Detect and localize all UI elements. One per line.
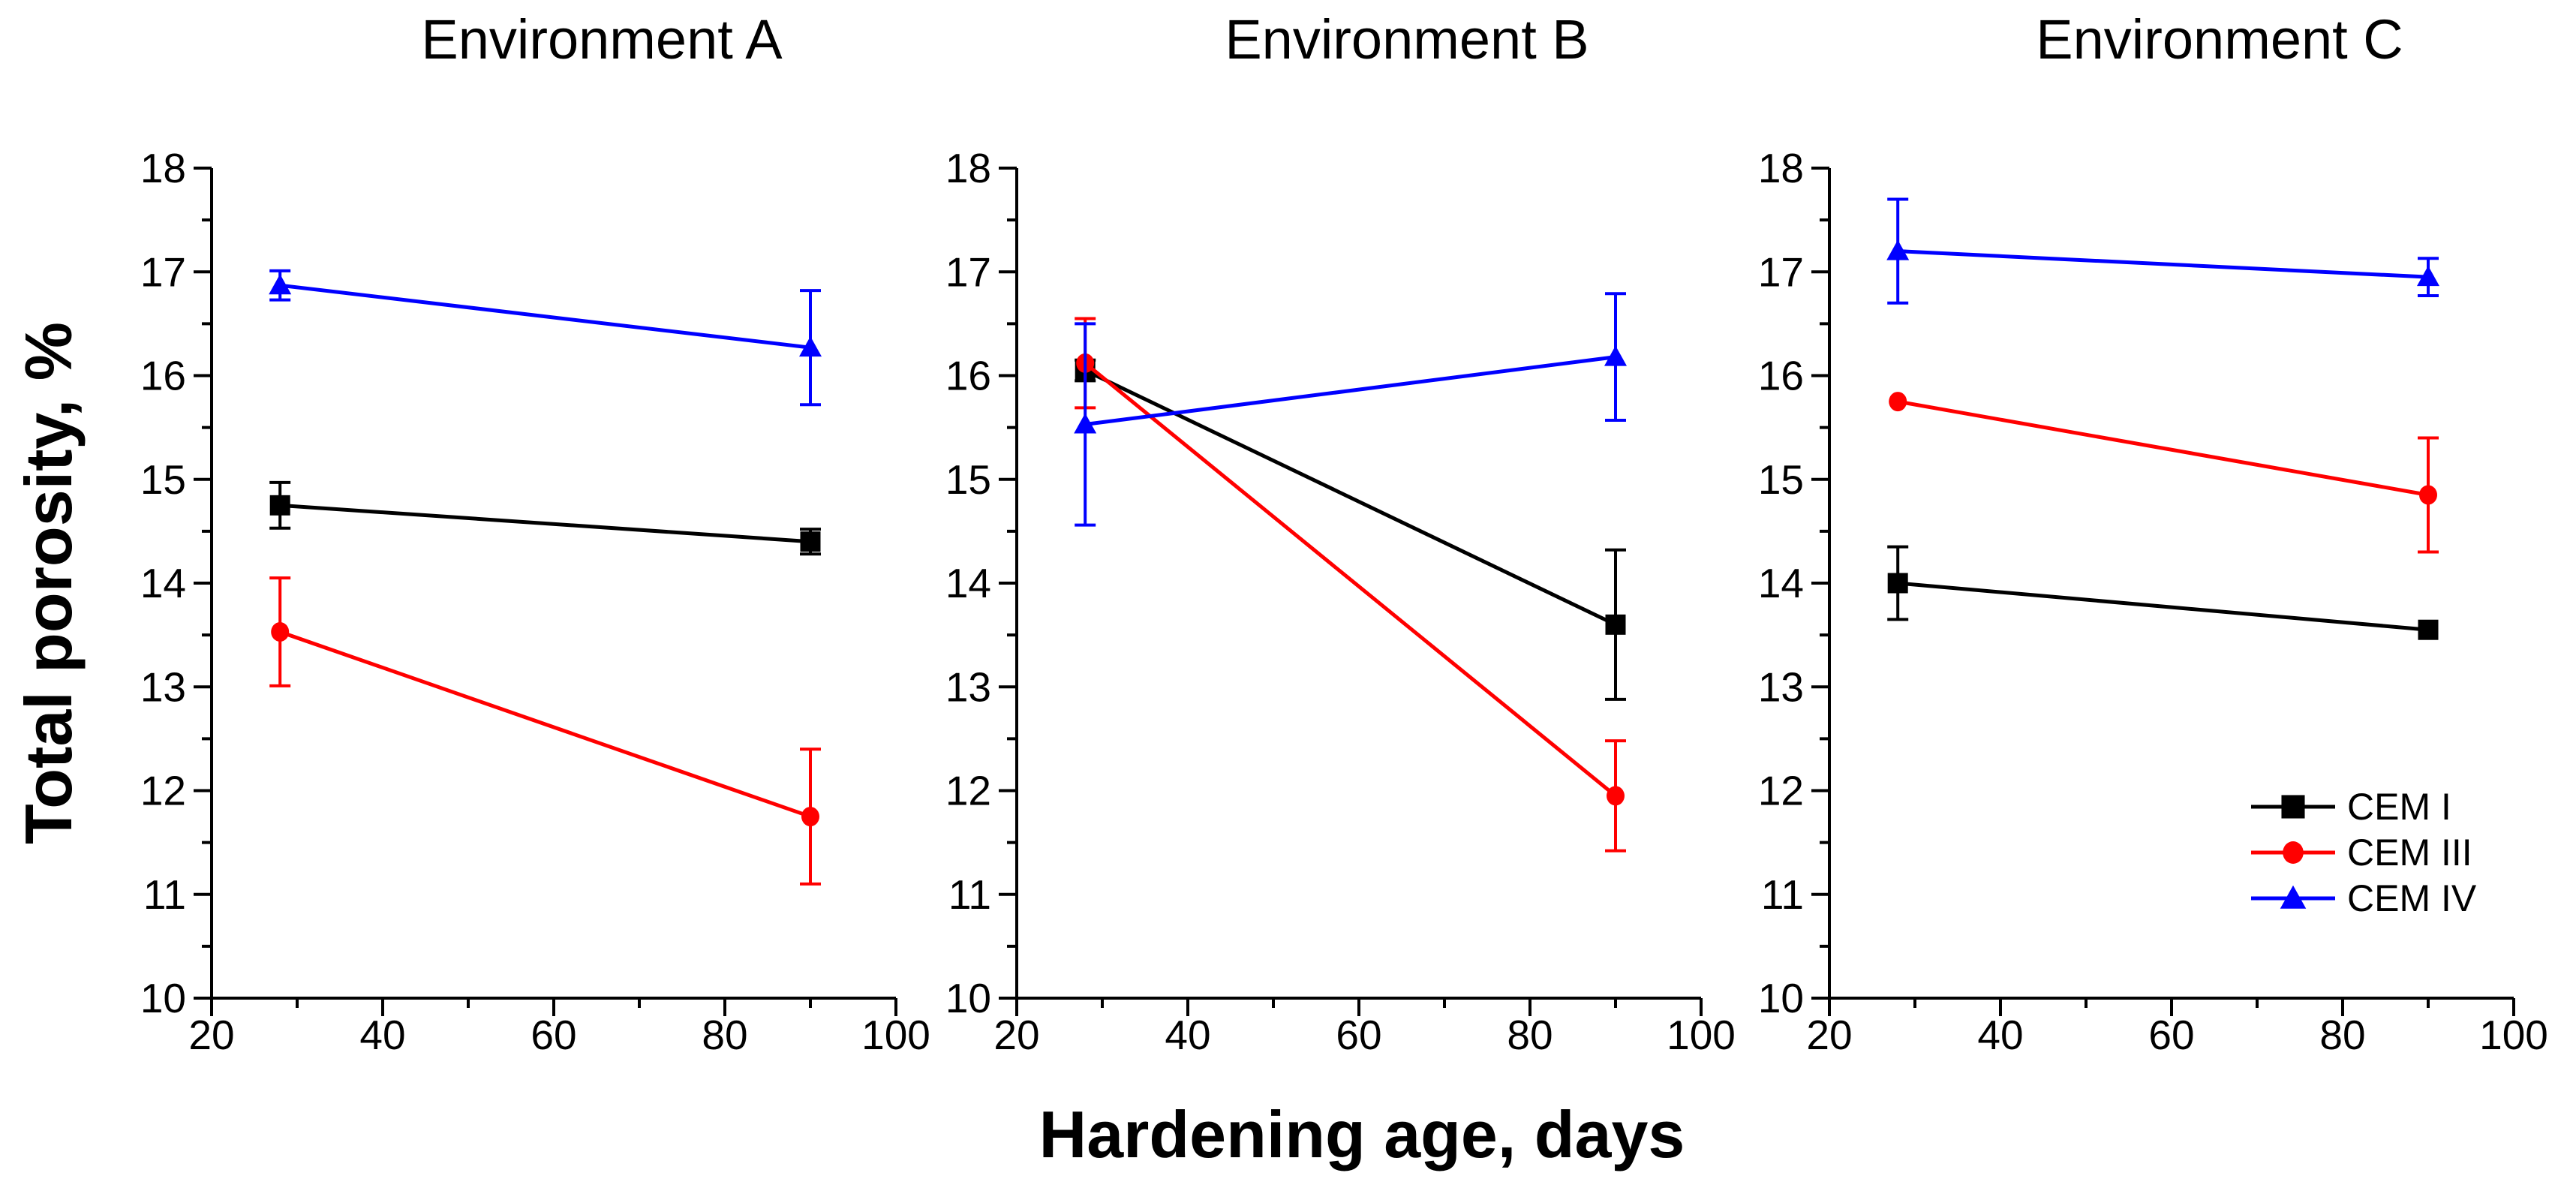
x-tick-label: 80 [1507,1012,1553,1058]
marker-circle [2419,485,2437,505]
x-axis-label: Hardening age, days [1039,1097,1685,1171]
panel-title: Environment C [2036,8,2403,71]
y-tick-label: 14 [945,560,991,606]
marker-circle [1889,392,1907,412]
marker-circle [271,621,290,642]
x-tick-label: 20 [188,1012,234,1058]
legend-marker-triangle [2280,885,2307,909]
legend-label: CEM III [2347,832,2472,874]
series-line [1084,368,1617,627]
panel-title: Environment B [1225,8,1589,71]
y-axis-label: Total porosity, % [11,322,86,844]
series-cem-i [1887,545,2439,640]
y-tick-label: 18 [140,145,186,191]
marker-square [1887,573,1908,594]
marker-triangle [799,336,822,357]
panel-environment-b: Environment B 10 11 12 13 14 15 16 17 18 20 40 60 80 1… [945,8,1736,1058]
series-line [1084,361,1617,798]
series-cem-iii [269,576,821,886]
series-line [279,283,811,350]
series-line [1897,399,2429,497]
x-tick-label: 60 [531,1012,576,1058]
marker-circle [1607,786,1625,806]
panel-environment-c: Environment C 10 11 12 13 14 15 16 17 18 20 40 60 80 1… [1758,8,2548,1058]
marker-triangle [2417,266,2439,287]
y-tick-label: 11 [948,871,991,918]
y-tick-label: 10 [945,975,991,1021]
series-cem-iii [1889,392,2439,554]
y-tick-label: 16 [945,353,991,399]
legend-entry-cem-i: CEM I [2251,786,2451,828]
marker-circle [801,807,819,827]
y-tick-label: 11 [1761,871,1804,918]
legend-label: CEM IV [2347,877,2477,919]
series-line [1897,581,2429,632]
x-tick-label: 80 [702,1012,747,1058]
y-tick-label: 10 [1758,975,1804,1021]
panel-environment-a: Environment A 10 11 12 13 14 15 16 17 18 20 40 60 80 1… [140,8,930,1058]
x-tick-label: 80 [2319,1012,2365,1058]
y-tick-label: 15 [945,456,991,503]
x-tick-label: 20 [993,1012,1039,1058]
x-tick-label: 100 [2479,1012,2548,1058]
series-line [1898,249,2429,279]
y-tick-label: 14 [1758,560,1804,606]
marker-square [800,531,821,552]
legend-marker-square [2281,795,2305,819]
x-tick-label: 40 [359,1012,405,1058]
y-tick-label: 16 [1758,353,1804,399]
x-tick-label: 40 [1977,1012,2023,1058]
marker-triangle [269,274,292,295]
y-tick-label: 15 [140,456,186,503]
marker-triangle [1074,413,1097,434]
series-line [1084,355,1616,426]
legend-entry-cem-iv: CEM IV [2251,877,2477,919]
series-line [279,630,811,819]
series-cem-i [269,480,821,556]
marker-square [2418,619,2439,640]
series-cem-i [1075,358,1626,701]
x-tick-label: 40 [1165,1012,1210,1058]
y-tick-label: 16 [140,353,186,399]
y-tick-label: 12 [945,768,991,814]
y-tick-label: 12 [1758,768,1804,814]
series-cem-iii [1075,317,1626,853]
series-cem-iv [1886,197,2439,305]
y-tick-label: 17 [1758,248,1804,295]
y-tick-label: 13 [140,663,186,710]
x-tick-label: 60 [2148,1012,2194,1058]
y-tick-label: 18 [945,145,991,191]
marker-square [1605,614,1626,635]
legend-label: CEM I [2347,786,2451,828]
y-tick-label: 10 [140,975,186,1021]
x-tick-label: 60 [1336,1012,1381,1058]
panel-title: Environment A [421,8,783,71]
y-tick-label: 13 [945,663,991,710]
legend-entry-cem-iii: CEM III [2251,832,2472,874]
legend-marker-circle [2283,841,2304,864]
x-tick-label: 100 [861,1012,930,1058]
y-tick-label: 13 [1758,663,1804,710]
y-tick-label: 11 [143,871,186,918]
x-tick-label: 100 [1667,1012,1736,1058]
marker-triangle [1886,239,1910,260]
marker-square [269,495,290,516]
marker-triangle [1604,345,1627,366]
y-tick-label: 18 [1758,145,1804,191]
y-tick-label: 17 [140,248,186,295]
y-tick-label: 12 [140,768,186,814]
series-cem-iv [1074,292,1627,527]
y-tick-label: 14 [140,560,186,606]
y-tick-label: 17 [945,248,991,295]
x-tick-label: 20 [1806,1012,1852,1058]
series-line [280,503,811,544]
series-cem-iv [269,269,822,407]
y-tick-label: 15 [1758,456,1804,503]
